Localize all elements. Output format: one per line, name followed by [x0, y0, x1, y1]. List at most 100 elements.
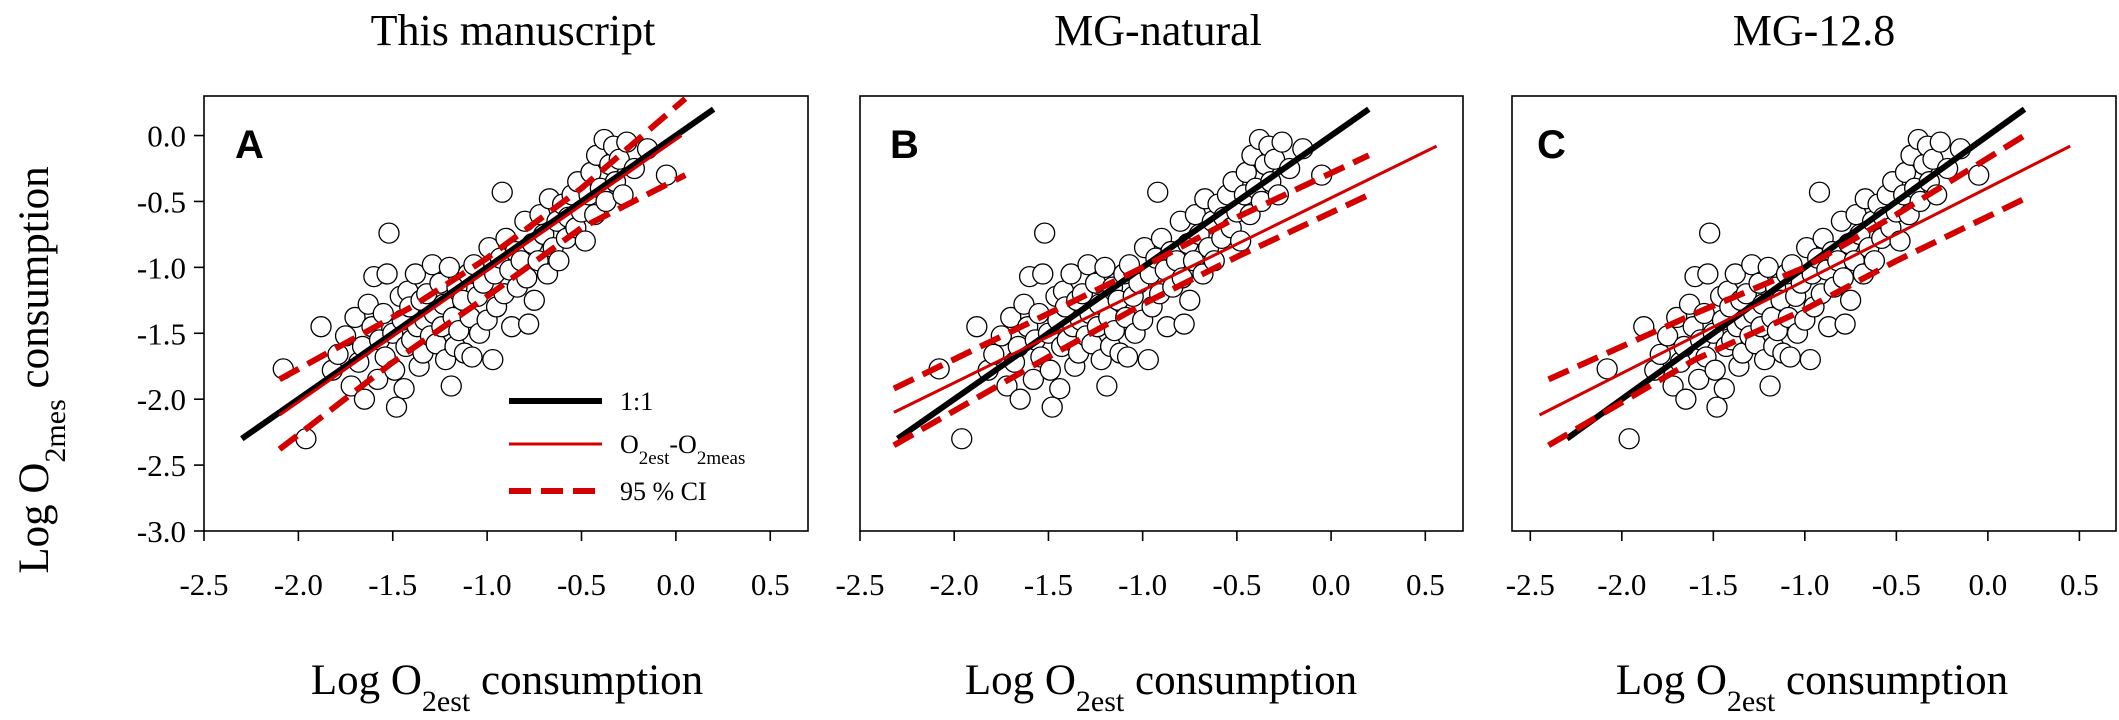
panel-letter-c: C	[1537, 123, 1566, 167]
data-point	[404, 263, 427, 285]
line-ci-lower-a	[277, 172, 687, 452]
panel-title-c: MG-12.8	[1733, 6, 1896, 55]
data-point	[548, 250, 570, 272]
data-point	[372, 302, 394, 325]
data-point	[1808, 181, 1831, 203]
data-point	[1179, 289, 1201, 311]
panel-title-b: MG-natural	[1054, 6, 1262, 55]
panel-c: MG-12.8 C -2.5 -2.0 -1.5 -1.0 -0.5 0.0 0.5 Log…	[1506, 6, 2117, 718]
data-point	[1596, 358, 1618, 380]
data-point	[1929, 131, 1951, 153]
y-tick-label: -2.0	[137, 382, 186, 417]
line-fit-c	[1538, 144, 2071, 417]
y-tick-label: -3.0	[137, 514, 186, 549]
data-point	[1832, 267, 1854, 289]
data-point	[1049, 377, 1071, 400]
data-point	[574, 230, 596, 252]
data-point	[1757, 256, 1779, 279]
data-point	[353, 388, 376, 410]
panel-b: MG-natural B -2.5 -2.0 -1.5 -1.0 -0.5 0.0 0.5 …	[835, 6, 1464, 718]
data-point	[1688, 368, 1710, 391]
data-point	[1697, 263, 1719, 285]
data-point	[438, 256, 461, 279]
data-point	[1675, 388, 1697, 410]
x-tick-label-a: -0.5	[557, 567, 606, 602]
y-tick-label: -0.5	[137, 184, 186, 219]
x-axis-title-a: Log O2est consumption	[311, 657, 703, 718]
data-point	[1096, 375, 1118, 397]
x-tick-label-a: -2.0	[274, 567, 323, 602]
data-point	[518, 313, 540, 335]
data-point	[1271, 131, 1293, 153]
data-point	[1034, 222, 1056, 244]
line-ci-upper-c	[1547, 132, 2027, 383]
data-point	[1779, 346, 1801, 368]
x-tick-label-b: -0.5	[1212, 567, 1261, 602]
data-point	[1137, 348, 1159, 371]
panel-letter-a: A	[235, 123, 264, 167]
x-tick-label-a: 0.5	[751, 567, 790, 602]
data-point	[1759, 375, 1781, 397]
data-point	[1173, 313, 1195, 335]
data-point	[1032, 263, 1054, 285]
plot-frame-c	[1511, 95, 2117, 532]
legend-label-fit: O2est-O2meas	[620, 430, 745, 469]
panel-a: This manuscript A -2.5 -2.0 -1.5 -1.0 -0.5 0.…	[137, 6, 809, 718]
data-point	[378, 222, 400, 244]
data-point	[376, 263, 398, 285]
x-tick-label-c: -0.5	[1872, 567, 1921, 602]
x-tick-label-b: 0.5	[1406, 567, 1445, 602]
x-tick-label-c: -1.0	[1780, 567, 1829, 602]
x-tick-label-b: -2.5	[835, 567, 884, 602]
data-point	[1704, 359, 1726, 381]
x-tick-label-c: -1.5	[1689, 567, 1738, 602]
data-point	[1094, 256, 1116, 279]
data-point	[461, 346, 483, 368]
y-tick-label: -2.5	[137, 448, 186, 483]
data-point	[951, 428, 973, 450]
panel-title-a: This manuscript	[371, 6, 656, 55]
data-point	[1713, 377, 1735, 400]
x-tick-label-c: 0.5	[2060, 567, 2099, 602]
y-tick-label: -1.5	[137, 316, 186, 351]
data-point	[1618, 428, 1640, 450]
data-point	[1060, 263, 1082, 285]
data-point	[385, 396, 408, 418]
plot-frame-a	[203, 95, 809, 532]
panel-letter-b: B	[890, 123, 919, 167]
data-point	[491, 181, 513, 203]
x-axis-title-c: Log O2est consumption	[1616, 657, 2008, 718]
x-tick-label-c: 0.0	[1969, 567, 2008, 602]
line-fit-b	[893, 144, 1438, 414]
data-point	[655, 164, 678, 186]
x-tick-label-b: -1.0	[1118, 567, 1167, 602]
x-tick-label-c: -2.0	[1597, 567, 1646, 602]
data-point	[1863, 250, 1886, 272]
data-point	[523, 289, 545, 311]
line-ci-upper-a	[278, 96, 688, 383]
data-point	[440, 375, 462, 397]
data-point	[1041, 396, 1063, 418]
data-point	[1706, 396, 1728, 418]
x-tick-label-b: -2.0	[930, 567, 979, 602]
legend-label-ci: 95 % CI	[620, 477, 707, 506]
data-point	[1662, 375, 1684, 397]
x-tick-label-c: -2.5	[1506, 567, 1555, 602]
y-tick-label: -1.0	[137, 250, 186, 285]
legend: 1:1 O2est-O2meas 95 % CI	[509, 387, 745, 506]
data-point	[1022, 368, 1045, 391]
data-point	[1968, 164, 1990, 186]
x-tick-label-a: 0.0	[657, 567, 696, 602]
x-tick-label-a: -1.0	[463, 567, 512, 602]
legend-label-1to1: 1:1	[620, 387, 653, 416]
data-point	[1799, 348, 1821, 371]
data-point	[1839, 289, 1862, 311]
data-point	[295, 428, 317, 450]
y-tick-label: 0.0	[147, 119, 186, 154]
plot-frame-b	[859, 95, 1464, 532]
data-point	[393, 377, 415, 400]
data-point	[344, 306, 366, 329]
x-tick-label-a: -1.5	[368, 567, 417, 602]
data-point	[1000, 306, 1022, 329]
